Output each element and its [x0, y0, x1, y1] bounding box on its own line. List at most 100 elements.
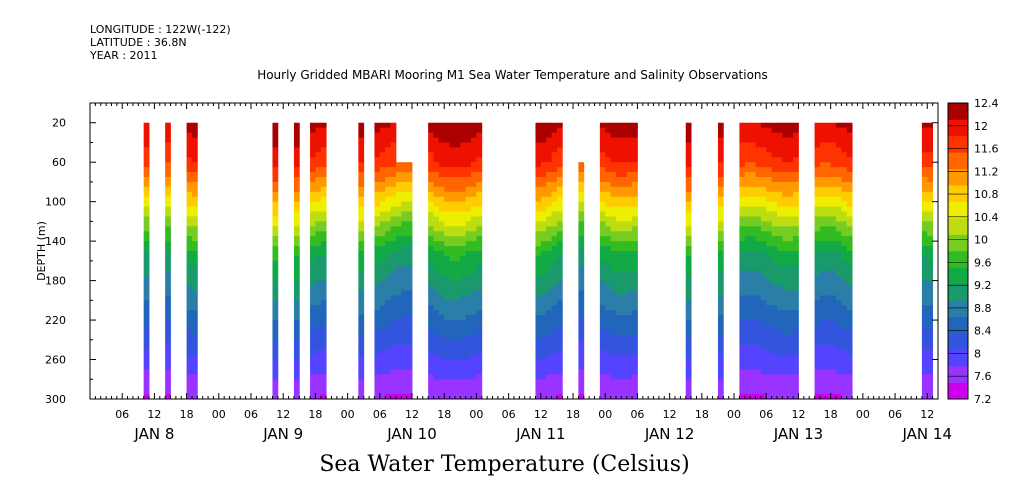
heat-cell — [766, 186, 773, 193]
heat-cell — [546, 384, 552, 390]
heat-cell — [599, 334, 606, 341]
heat-cell — [766, 300, 773, 306]
heat-cell — [535, 315, 542, 321]
heat-cell — [320, 325, 327, 331]
heat-cell — [379, 122, 386, 129]
heat-cell — [165, 339, 171, 346]
heat-cell — [793, 384, 799, 390]
heat-cell — [787, 122, 794, 129]
heat-cell — [535, 389, 542, 395]
heat-cell — [540, 122, 547, 129]
heat-cell — [272, 221, 279, 227]
heat-cell — [841, 305, 848, 311]
heat-cell — [438, 300, 445, 306]
heat-cell — [610, 325, 617, 331]
heat-cell — [471, 315, 477, 321]
heat-cell — [186, 127, 193, 133]
heat-cell — [454, 211, 461, 217]
heat-cell — [433, 172, 440, 178]
heat-cell — [401, 334, 408, 341]
heat-cell — [814, 290, 821, 296]
heat-cell — [819, 122, 826, 129]
heat-cell — [927, 354, 934, 360]
heat-cell — [621, 201, 628, 207]
heat-cell — [379, 344, 386, 351]
heat-cell — [578, 354, 585, 360]
data-segment — [186, 122, 198, 400]
heat-cell — [143, 285, 150, 291]
heat-cell — [814, 226, 821, 232]
heat-cell — [428, 181, 434, 188]
heat-cell — [293, 127, 300, 133]
heat-cell — [272, 339, 279, 346]
heat-cell — [717, 196, 724, 203]
heat-cell — [395, 354, 402, 360]
heat-cell — [610, 137, 617, 143]
heat-cell — [787, 211, 794, 217]
heat-cell — [454, 132, 461, 138]
heat-cell — [444, 394, 450, 400]
heat-cell — [460, 191, 467, 198]
heat-cell — [578, 275, 585, 281]
heat-cell — [465, 344, 472, 351]
heat-cell — [921, 280, 928, 286]
heat-cell — [626, 290, 633, 296]
heat-cell — [310, 354, 316, 360]
heat-cell — [460, 186, 467, 193]
heat-cell — [782, 147, 789, 153]
heat-cell — [449, 384, 456, 390]
heat-cell — [793, 349, 799, 355]
heat-cell — [632, 285, 638, 291]
colorbar-label: 11.6 — [974, 143, 999, 156]
heat-cell — [546, 285, 552, 291]
heat-cell — [830, 300, 837, 306]
heat-cell — [379, 172, 386, 178]
heat-cell — [546, 260, 552, 267]
heat-cell — [165, 384, 171, 390]
heat-cell — [358, 285, 365, 291]
heat-cell — [546, 172, 552, 178]
heat-cell — [814, 320, 821, 326]
heat-cell — [776, 211, 783, 217]
heat-cell — [476, 290, 483, 296]
heat-cell — [744, 315, 751, 321]
heat-cell — [390, 241, 397, 247]
heat-cell — [717, 315, 724, 321]
heat-cell — [165, 231, 171, 237]
heat-cell — [578, 344, 585, 351]
heat-cell — [825, 285, 832, 291]
heat-cell — [771, 339, 778, 346]
heat-cell — [632, 369, 638, 375]
heat-cell — [782, 181, 789, 188]
heat-cell — [540, 310, 547, 316]
heat-cell — [621, 369, 628, 375]
heat-cell — [476, 300, 483, 306]
heat-cell — [615, 226, 622, 232]
heat-cell — [615, 255, 622, 262]
heat-cell — [358, 236, 365, 242]
heat-cell — [610, 290, 617, 296]
heat-cell — [546, 339, 552, 346]
heat-cell — [793, 369, 799, 375]
heat-cell — [272, 127, 279, 133]
heat-cell — [315, 251, 322, 257]
heat-cell — [621, 389, 628, 395]
heat-cell — [632, 216, 638, 222]
heat-cell — [358, 315, 365, 321]
heat-cell — [819, 334, 826, 341]
heat-cell — [739, 142, 746, 148]
heat-cell — [165, 181, 171, 188]
heat-cell — [793, 255, 799, 262]
heat-cell — [685, 147, 692, 153]
heat-cell — [793, 260, 799, 267]
heat-cell — [395, 270, 402, 277]
heat-cell — [401, 339, 408, 346]
heat-cell — [438, 127, 445, 133]
heat-cell — [755, 137, 762, 143]
heat-cell — [836, 270, 842, 277]
heat-cell — [385, 389, 391, 395]
heat-cell — [610, 285, 617, 291]
heat-cell — [320, 359, 327, 365]
heat-cell — [717, 251, 724, 257]
heat-cell — [379, 295, 386, 301]
